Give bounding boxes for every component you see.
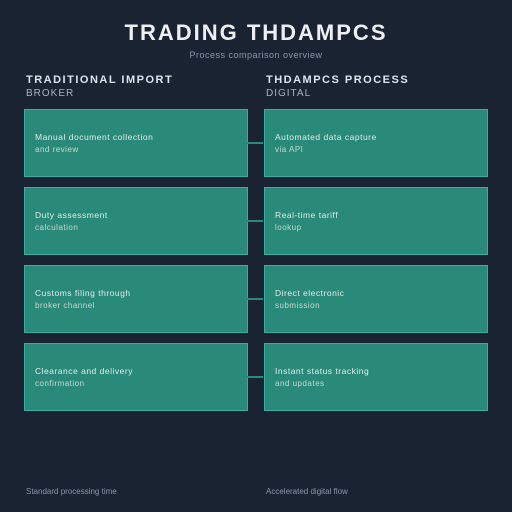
right-column-title: THDAMPCS PROCESS	[266, 74, 488, 86]
right-column-header: THDAMPCS PROCESS DIGITAL	[264, 74, 488, 99]
columns: TRADITIONAL IMPORT BROKER Manual documen…	[24, 74, 488, 475]
left-box-0: Manual document collection and review	[24, 109, 248, 177]
left-column: TRADITIONAL IMPORT BROKER Manual documen…	[24, 74, 248, 475]
header: TRADING THDAMPCS Process comparison over…	[24, 20, 488, 60]
left-box-1: Duty assessment calculation	[24, 187, 248, 255]
right-footer: Accelerated digital flow	[264, 483, 488, 500]
box-text: confirmation	[35, 379, 237, 388]
left-boxes: Manual document collection and review Du…	[24, 109, 248, 475]
box-text: Clearance and delivery	[35, 366, 237, 376]
box-text: Manual document collection	[35, 132, 237, 142]
footer-row: Standard processing time Accelerated dig…	[24, 483, 488, 500]
right-box-3: Instant status tracking and updates	[264, 343, 488, 411]
box-text: Real-time tariff	[275, 210, 477, 220]
box-text: and review	[35, 145, 237, 154]
box-text: broker channel	[35, 301, 237, 310]
right-column-subtitle: DIGITAL	[266, 88, 488, 99]
box-text: lookup	[275, 223, 477, 232]
right-box-1: Real-time tariff lookup	[264, 187, 488, 255]
left-column-subtitle: BROKER	[26, 88, 248, 99]
box-text: Customs filing through	[35, 288, 237, 298]
box-text: via API	[275, 145, 477, 154]
right-box-0: Automated data capture via API	[264, 109, 488, 177]
left-box-2: Customs filing through broker channel	[24, 265, 248, 333]
subtitle: Process comparison overview	[24, 50, 488, 60]
box-text: calculation	[35, 223, 237, 232]
right-column: THDAMPCS PROCESS DIGITAL Automated data …	[264, 74, 488, 475]
connector-icon	[247, 298, 263, 300]
main-title: TRADING THDAMPCS	[24, 20, 488, 46]
left-footer: Standard processing time	[24, 483, 248, 500]
comparison-diagram: TRADING THDAMPCS Process comparison over…	[0, 0, 512, 512]
left-column-title: TRADITIONAL IMPORT	[26, 74, 248, 86]
box-text: Duty assessment	[35, 210, 237, 220]
right-box-2: Direct electronic submission	[264, 265, 488, 333]
right-boxes: Automated data capture via API Real-time…	[264, 109, 488, 475]
left-box-3: Clearance and delivery confirmation	[24, 343, 248, 411]
connector-icon	[247, 376, 263, 378]
connector-icon	[247, 142, 263, 144]
box-text: Direct electronic	[275, 288, 477, 298]
left-column-header: TRADITIONAL IMPORT BROKER	[24, 74, 248, 99]
box-text: submission	[275, 301, 477, 310]
box-text: Automated data capture	[275, 132, 477, 142]
connector-icon	[247, 220, 263, 222]
box-text: Instant status tracking	[275, 366, 477, 376]
box-text: and updates	[275, 379, 477, 388]
